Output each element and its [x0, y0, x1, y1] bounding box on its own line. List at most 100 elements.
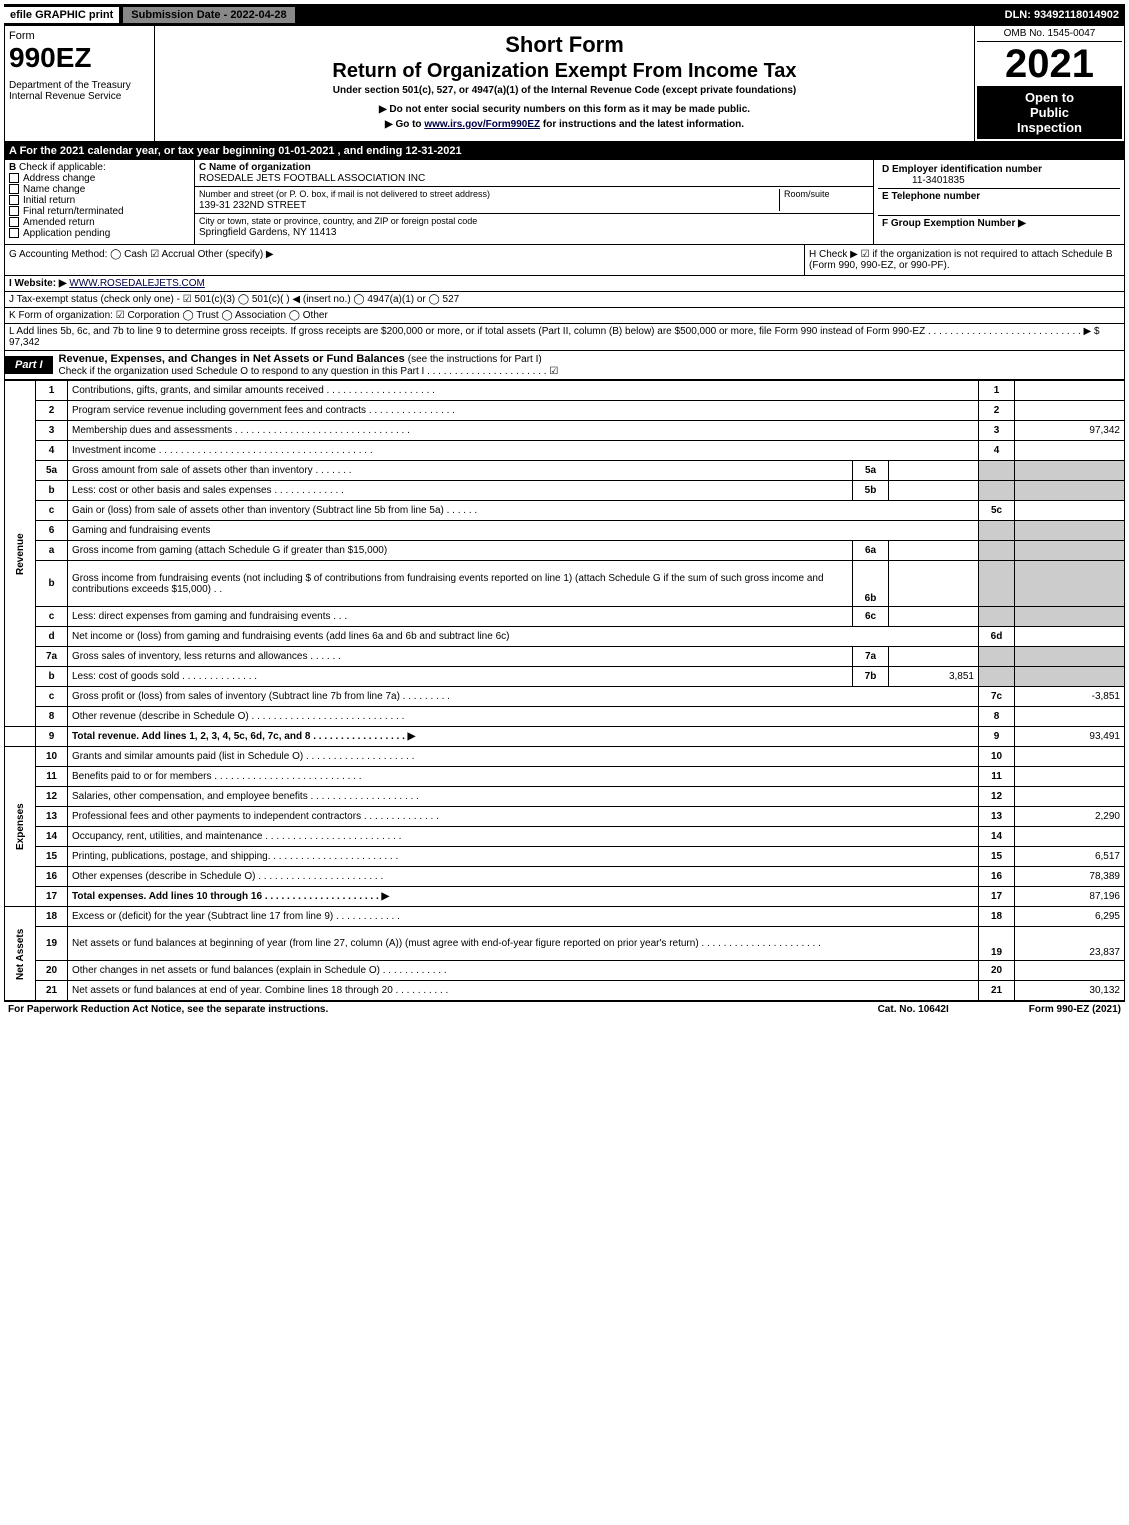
part1-title-sub: (see the instructions for Part I)	[408, 354, 542, 365]
goto-link[interactable]: www.irs.gov/Form990EZ	[424, 119, 540, 130]
form-number: 990EZ	[9, 42, 150, 74]
row-14: 14 Occupancy, rent, utilities, and maint…	[5, 827, 1125, 847]
line4-box: 4	[979, 441, 1015, 461]
box-c: C Name of organization ROSEDALE JETS FOO…	[195, 160, 874, 244]
part1-header: Part I Revenue, Expenses, and Changes in…	[4, 351, 1125, 380]
line7a-amtshade	[1015, 647, 1125, 667]
line3-no: 3	[36, 421, 68, 441]
tax-year: 2021	[977, 44, 1122, 84]
checkbox-application-pending[interactable]	[9, 228, 19, 238]
line13-text: Professional fees and other payments to …	[68, 807, 979, 827]
opt-application-pending: Application pending	[23, 228, 110, 239]
efile-label: efile GRAPHIC print	[4, 7, 119, 23]
line5a-iv	[889, 461, 979, 481]
line18-box: 18	[979, 907, 1015, 927]
box-b-instr: Check if applicable:	[19, 162, 106, 173]
line4-text: Investment income . . . . . . . . . . . …	[68, 441, 979, 461]
form-subtitle: Under section 501(c), 527, or 4947(a)(1)…	[159, 85, 970, 96]
org-name: ROSEDALE JETS FOOTBALL ASSOCIATION INC	[199, 173, 425, 184]
row-6d: d Net income or (loss) from gaming and f…	[5, 627, 1125, 647]
line6d-amt	[1015, 627, 1125, 647]
line7c-text: Gross profit or (loss) from sales of inv…	[68, 687, 979, 707]
line5a-boxshade	[979, 461, 1015, 481]
row-5c: c Gain or (loss) from sale of assets oth…	[5, 501, 1125, 521]
line1-no: 1	[36, 381, 68, 401]
line4-no: 4	[36, 441, 68, 461]
checkbox-name-change[interactable]	[9, 184, 19, 194]
checkbox-initial-return[interactable]	[9, 195, 19, 205]
line7a-text: Gross sales of inventory, less returns a…	[68, 647, 853, 667]
row-11: 11 Benefits paid to or for members . . .…	[5, 767, 1125, 787]
header-right: OMB No. 1545-0047 2021 Open to Public In…	[974, 26, 1124, 141]
form-header: Form 990EZ Department of the Treasury In…	[4, 26, 1125, 142]
line8-box: 8	[979, 707, 1015, 727]
line15-text: Printing, publications, postage, and shi…	[68, 847, 979, 867]
line5b-iv	[889, 481, 979, 501]
line19-no: 19	[36, 927, 68, 961]
checkbox-amended-return[interactable]	[9, 217, 19, 227]
line6a-amtshade	[1015, 541, 1125, 561]
line5c-no: c	[36, 501, 68, 521]
line7b-text: Less: cost of goods sold . . . . . . . .…	[68, 667, 853, 687]
line14-amt	[1015, 827, 1125, 847]
line8-amt	[1015, 707, 1125, 727]
netassets-side-label: Net Assets	[5, 907, 36, 1001]
line6a-no: a	[36, 541, 68, 561]
line6b-iv	[889, 561, 979, 607]
cat-no: Cat. No. 10642I	[878, 1004, 949, 1015]
line5b-no: b	[36, 481, 68, 501]
line21-no: 21	[36, 981, 68, 1001]
opt-final-return: Final return/terminated	[23, 206, 124, 217]
group-exemption-box: F Group Exemption Number ▶	[878, 216, 1120, 242]
checkbox-address-change[interactable]	[9, 173, 19, 183]
checkbox-final-return[interactable]	[9, 206, 19, 216]
line9-box: 9	[979, 727, 1015, 747]
line6d-no: d	[36, 627, 68, 647]
line3-box: 3	[979, 421, 1015, 441]
line7c-amt: -3,851	[1015, 687, 1125, 707]
line9-text: Total revenue. Add lines 1, 2, 3, 4, 5c,…	[68, 727, 979, 747]
line10-box: 10	[979, 747, 1015, 767]
ein-box: D Employer identification number 11-3401…	[878, 162, 1120, 189]
line19-box: 19	[979, 927, 1015, 961]
line13-amt: 2,290	[1015, 807, 1125, 827]
line14-no: 14	[36, 827, 68, 847]
line14-text: Occupancy, rent, utilities, and maintena…	[68, 827, 979, 847]
row-6a: a Gross income from gaming (attach Sched…	[5, 541, 1125, 561]
line6b-amtshade	[1015, 561, 1125, 607]
line11-no: 11	[36, 767, 68, 787]
website-link[interactable]: WWW.ROSEDALEJETS.COM	[69, 278, 205, 289]
line17-amt: 87,196	[1015, 887, 1125, 907]
line12-amt	[1015, 787, 1125, 807]
line6a-iv	[889, 541, 979, 561]
line11-amt	[1015, 767, 1125, 787]
line6c-no: c	[36, 607, 68, 627]
line7b-boxshade	[979, 667, 1015, 687]
line14-box: 14	[979, 827, 1015, 847]
form-word: Form	[9, 30, 150, 42]
line3-amt: 97,342	[1015, 421, 1125, 441]
line19-text: Net assets or fund balances at beginning…	[68, 927, 979, 961]
line6c-text: Less: direct expenses from gaming and fu…	[68, 607, 853, 627]
header-center: Short Form Return of Organization Exempt…	[155, 26, 974, 141]
footer-spacer	[328, 1004, 877, 1015]
line11-box: 11	[979, 767, 1015, 787]
line7b-no: b	[36, 667, 68, 687]
part1-sub: Check if the organization used Schedule …	[59, 366, 559, 377]
line7a-no: 7a	[36, 647, 68, 667]
part1-title-main: Revenue, Expenses, and Changes in Net As…	[59, 353, 405, 365]
line16-text: Other expenses (describe in Schedule O) …	[68, 867, 979, 887]
line6c-iv	[889, 607, 979, 627]
row-4: 4 Investment income . . . . . . . . . . …	[5, 441, 1125, 461]
room-label: Room/suite	[784, 189, 830, 199]
line5a-amtshade	[1015, 461, 1125, 481]
short-form-label: Short Form	[159, 32, 970, 58]
part1-label: Part I	[5, 356, 53, 374]
row-13: 13 Professional fees and other payments …	[5, 807, 1125, 827]
box-b: B Check if applicable: Address change Na…	[5, 160, 195, 244]
line18-no: 18	[36, 907, 68, 927]
line20-amt	[1015, 961, 1125, 981]
line20-box: 20	[979, 961, 1015, 981]
top-bar: efile GRAPHIC print Submission Date - 20…	[4, 4, 1125, 26]
line6d-box: 6d	[979, 627, 1015, 647]
